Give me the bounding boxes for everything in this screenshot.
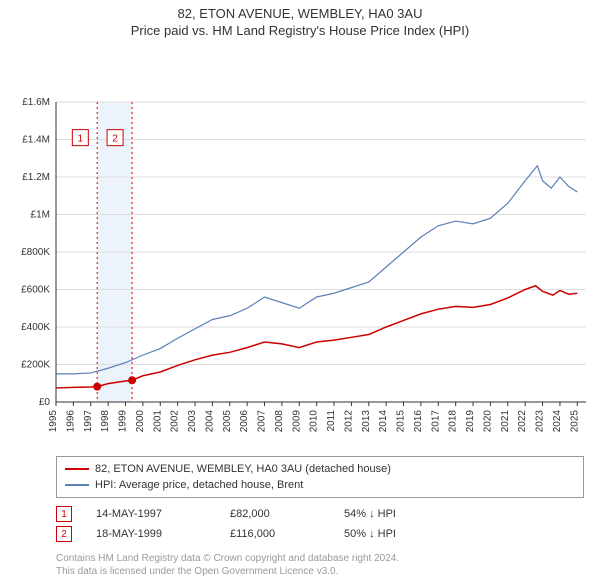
x-tick-label: 2011	[326, 410, 337, 432]
y-tick-label: £0	[39, 397, 51, 408]
x-tick-label: 2016	[413, 410, 424, 433]
x-tick-label: 2017	[430, 410, 441, 433]
x-tick-label: 2014	[378, 410, 389, 433]
marker-label-text: 1	[78, 134, 84, 145]
x-tick-label: 2015	[396, 410, 407, 433]
x-tick-label: 2018	[448, 410, 459, 433]
transaction-row: 2 18-MAY-1999 £116,000 50% ↓ HPI	[56, 524, 584, 544]
chart-svg: £0 £200K £400K £600K £800K £1M £1.2M £1.4M £1.6M…	[0, 38, 600, 450]
y-tick-label: £1.4M	[22, 135, 50, 146]
series-marker	[128, 376, 136, 384]
x-tick-label: 2002	[170, 410, 181, 433]
x-tick-label: 2003	[187, 410, 198, 433]
x-tick-label: 2012	[343, 410, 354, 433]
legend-swatch	[65, 484, 89, 486]
x-tick-label: 2005	[222, 410, 233, 433]
title-main: 82, ETON AVENUE, WEMBLEY, HA0 3AU	[0, 6, 600, 21]
chart-titles: 82, ETON AVENUE, WEMBLEY, HA0 3AU Price …	[0, 0, 600, 38]
y-tick-label: £1.6M	[22, 97, 50, 108]
x-tick-label: 2007	[257, 410, 268, 433]
x-tick-label: 2022	[517, 410, 528, 433]
legend-label: 82, ETON AVENUE, WEMBLEY, HA0 3AU (detac…	[95, 461, 391, 477]
x-tick-label: 1999	[118, 410, 129, 433]
y-tick-label: £200K	[21, 360, 50, 371]
x-tick-label: 2008	[274, 410, 285, 433]
x-tick-label: 2006	[239, 410, 250, 433]
x-tick-label: 2025	[569, 410, 580, 433]
x-tick-label: 2020	[482, 410, 493, 433]
x-tick-label: 1997	[83, 410, 94, 433]
legend-row: 82, ETON AVENUE, WEMBLEY, HA0 3AU (detac…	[65, 461, 575, 477]
transaction-date: 14-MAY-1997	[96, 508, 206, 520]
transaction-row: 1 14-MAY-1997 £82,000 54% ↓ HPI	[56, 504, 584, 524]
x-tick-label: 2009	[291, 410, 302, 433]
x-tick-label: 2021	[500, 410, 511, 433]
legend-swatch	[65, 468, 89, 470]
series-marker	[93, 383, 101, 391]
attribution-line2: This data is licensed under the Open Gov…	[56, 565, 584, 578]
legend-row: HPI: Average price, detached house, Bren…	[65, 477, 575, 493]
transactions-table: 1 14-MAY-1997 £82,000 54% ↓ HPI 2 18-MAY-1999…	[56, 504, 584, 544]
x-tick-label: 2001	[152, 410, 163, 433]
marker-label-text: 2	[112, 134, 118, 145]
x-tick-label: 1995	[48, 410, 59, 433]
legend: 82, ETON AVENUE, WEMBLEY, HA0 3AU (detac…	[56, 456, 584, 498]
y-tick-label: £600K	[21, 285, 50, 296]
x-tick-label: 2013	[361, 410, 372, 433]
transaction-price: £116,000	[230, 528, 320, 540]
x-tick-label: 2004	[204, 410, 215, 433]
transaction-price: £82,000	[230, 508, 320, 520]
legend-label: HPI: Average price, detached house, Bren…	[95, 477, 303, 493]
x-tick-label: 2010	[309, 410, 320, 433]
x-tick-label: 2000	[135, 410, 146, 433]
x-tick-label: 2023	[535, 410, 546, 433]
attribution-line1: Contains HM Land Registry data © Crown c…	[56, 552, 584, 565]
transaction-hpi: 54% ↓ HPI	[344, 508, 396, 520]
transaction-date: 18-MAY-1999	[96, 528, 206, 540]
attribution: Contains HM Land Registry data © Crown c…	[56, 552, 584, 578]
x-tick-label: 1998	[100, 410, 111, 433]
title-sub: Price paid vs. HM Land Registry's House …	[0, 23, 600, 38]
y-tick-label: £800K	[21, 247, 50, 258]
transaction-marker: 2	[56, 526, 72, 542]
transaction-marker: 1	[56, 506, 72, 522]
x-tick-label: 1996	[65, 410, 76, 433]
x-tick-label: 2024	[552, 410, 563, 433]
y-tick-label: £1.2M	[22, 172, 50, 183]
y-tick-label: £1M	[31, 210, 50, 221]
chart-area: £0 £200K £400K £600K £800K £1M £1.2M £1.4M £1.6M…	[0, 38, 600, 450]
transaction-hpi: 50% ↓ HPI	[344, 528, 396, 540]
y-tick-label: £400K	[21, 322, 50, 333]
x-tick-label: 2019	[465, 410, 476, 433]
